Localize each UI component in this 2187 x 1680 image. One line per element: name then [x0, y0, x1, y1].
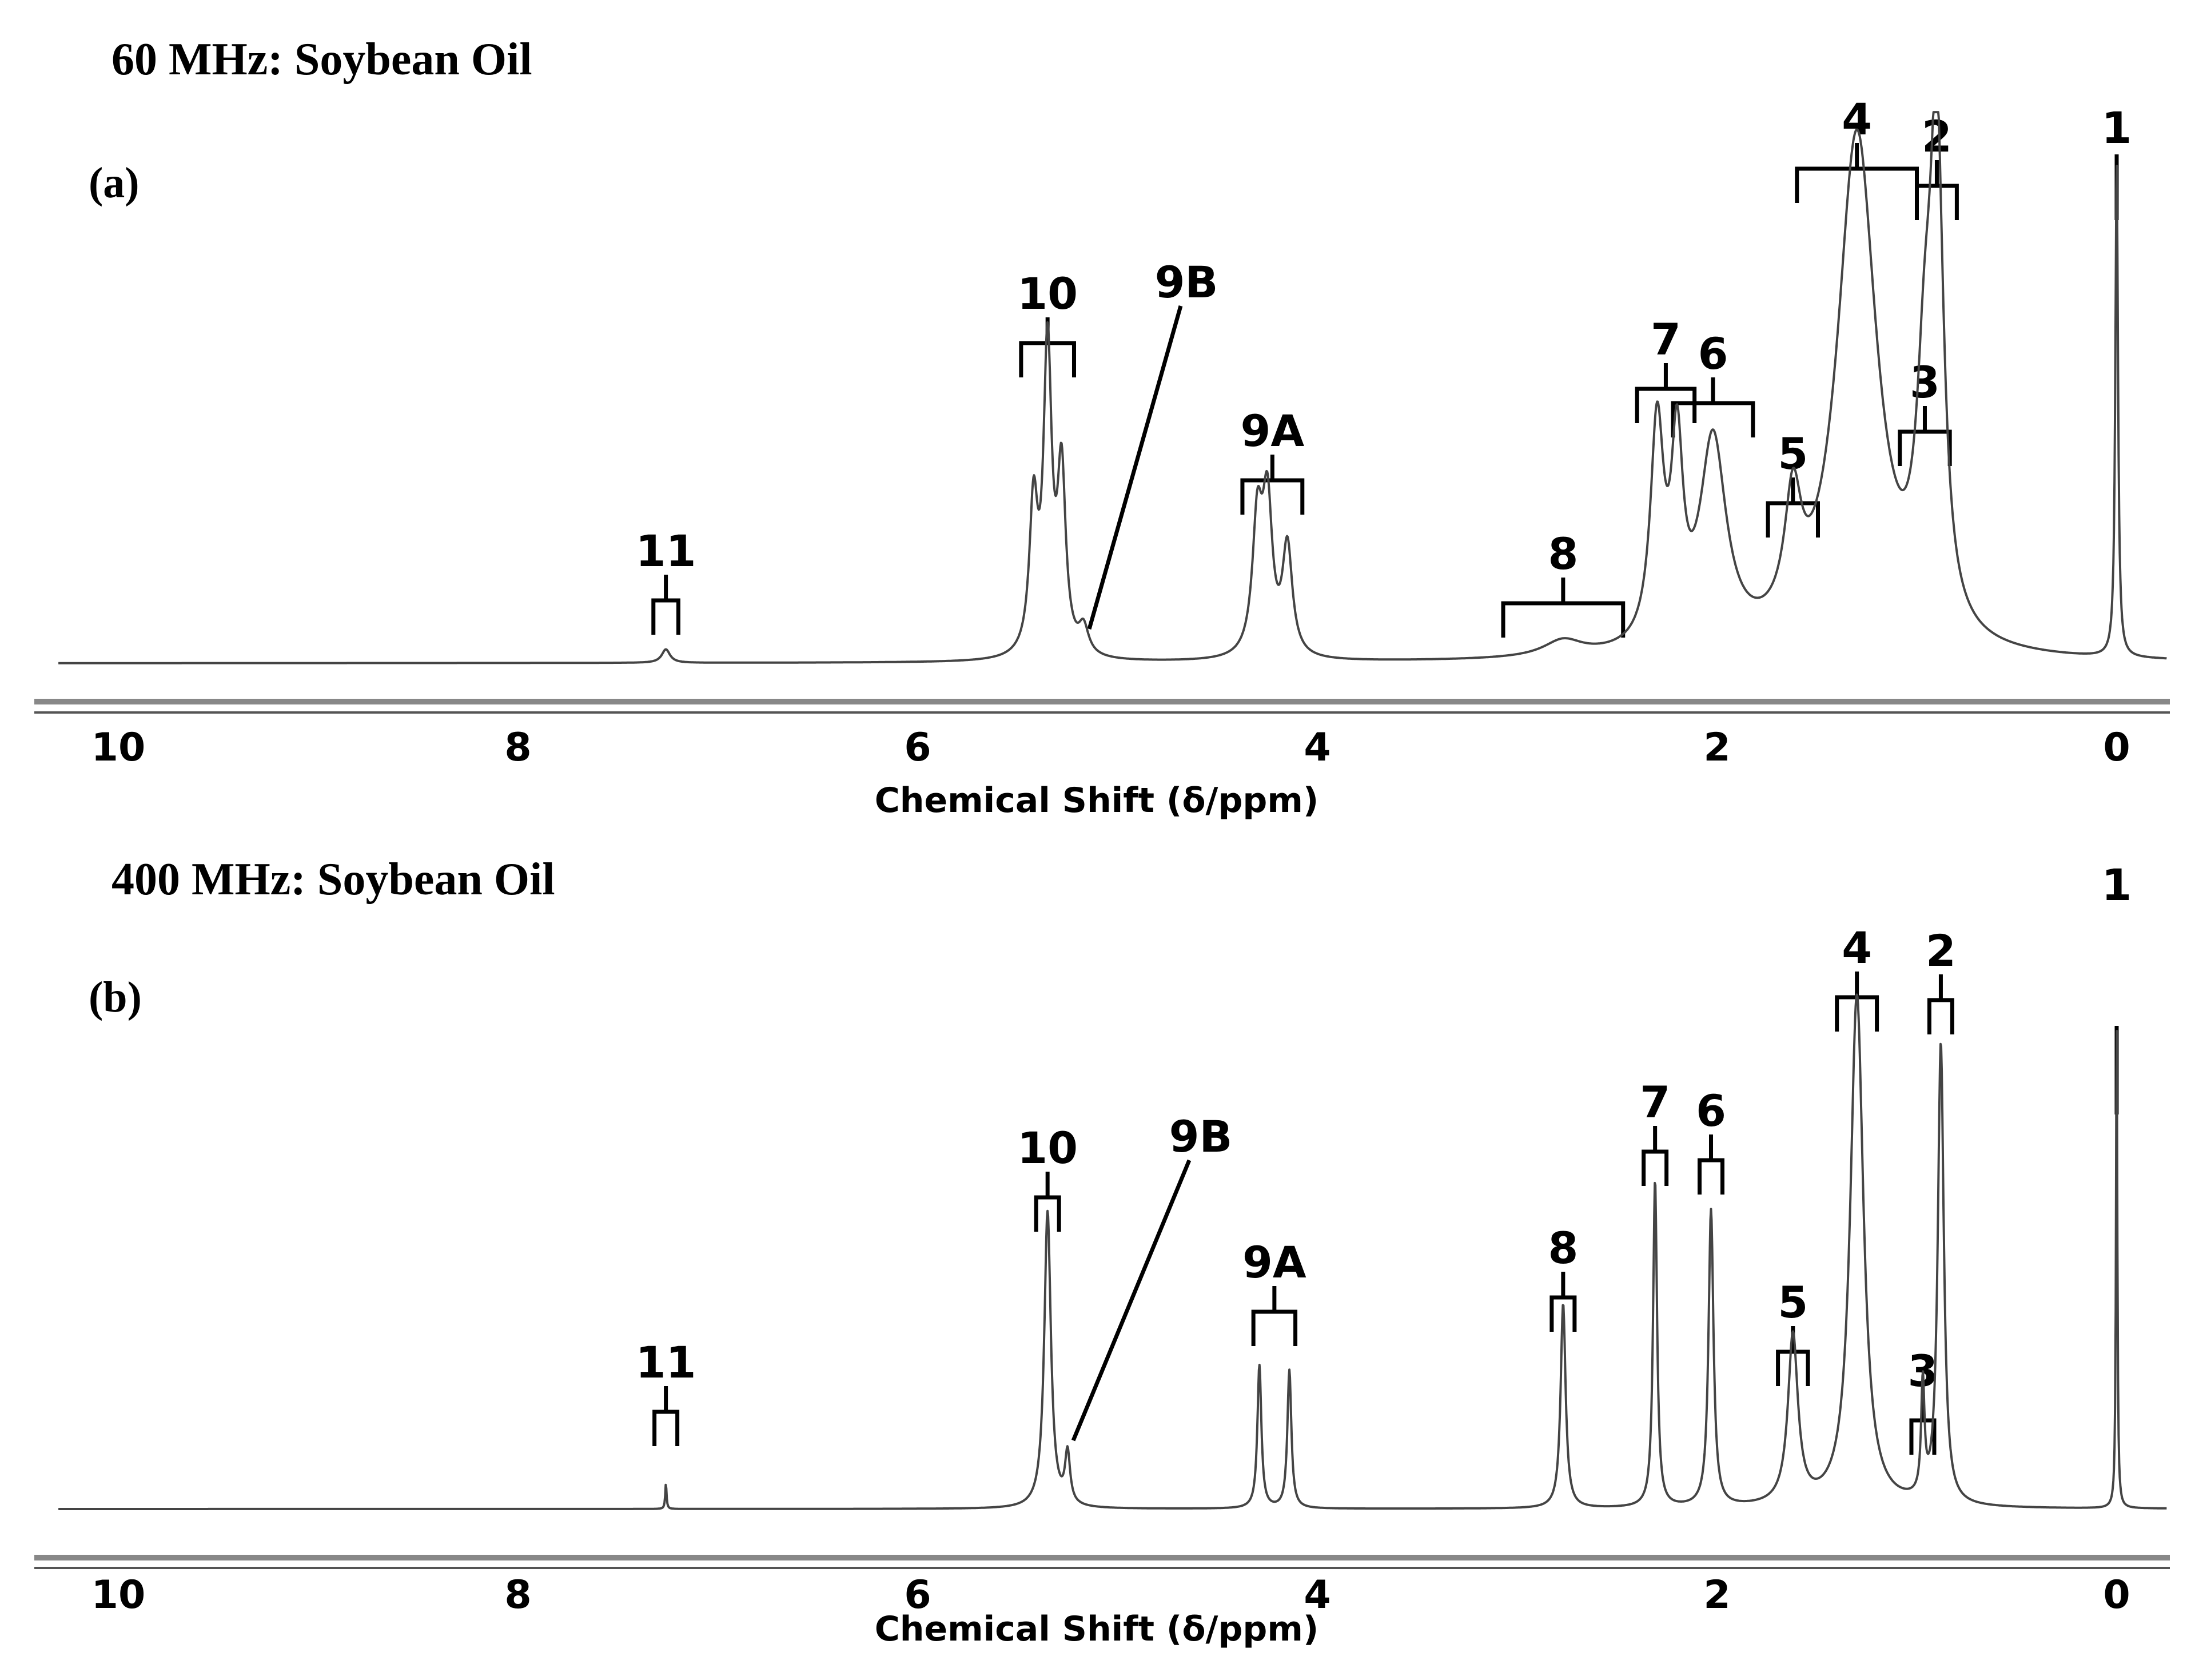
svg-text:9A: 9A [1241, 405, 1305, 456]
x-tick-label: 4 [1304, 1572, 1330, 1618]
peak-label-5: 5 [1766, 428, 1820, 538]
peak-label-9A: 9A [1242, 1237, 1306, 1346]
x-tick-label: 10 [91, 725, 146, 770]
peak-label-9B: 9B [1071, 1111, 1233, 1442]
x-tick-label: 0 [2103, 725, 2130, 770]
panel-label-a: (a) [89, 159, 140, 207]
peak-label-5: 5 [1776, 1277, 1810, 1386]
panel-label-b: (b) [89, 973, 142, 1021]
svg-text:7: 7 [1640, 1077, 1670, 1128]
peak-label-8: 8 [1548, 1223, 1578, 1332]
x-tick-labels-a: 10 8 6 4 2 0 [91, 725, 2130, 770]
svg-text:3: 3 [1910, 357, 1940, 408]
svg-text:11: 11 [636, 526, 696, 576]
peak-label-2: 2 [1915, 111, 1959, 220]
peak-label-8: 8 [1501, 528, 1626, 638]
x-tick-label: 8 [504, 725, 531, 770]
chart-title-a: 60 MHz: Soybean Oil [111, 34, 532, 85]
svg-text:7: 7 [1651, 314, 1681, 365]
svg-text:2: 2 [1922, 111, 1952, 162]
svg-text:5: 5 [1778, 1277, 1808, 1328]
peak-label-3: 3 [1898, 357, 1952, 466]
x-tick-label: 2 [1703, 1572, 1730, 1618]
peak-label-6: 6 [1671, 328, 1755, 437]
spectrum-line-a [58, 111, 2168, 664]
svg-text:10: 10 [1017, 1122, 1078, 1173]
peak-label-4: 4 [1795, 94, 1919, 203]
peak-label-7: 7 [1640, 1077, 1670, 1186]
svg-text:4: 4 [1842, 922, 1872, 973]
x-tick-label: 8 [504, 1572, 531, 1618]
peak-label-6: 6 [1696, 1085, 1726, 1195]
peak-brackets-a: 11 10 9B 9A 8 7 65 4 3 2 1 [636, 94, 2132, 638]
x-tick-label: 6 [904, 725, 931, 770]
svg-text:10: 10 [1017, 268, 1078, 319]
peak-label-11: 11 [636, 1337, 696, 1446]
svg-text:9A: 9A [1242, 1237, 1306, 1288]
peak-label-10: 10 [1017, 1122, 1078, 1232]
svg-text:6: 6 [1696, 1085, 1726, 1136]
x-tick-label: 10 [91, 1572, 146, 1618]
svg-text:1: 1 [2102, 102, 2132, 153]
peak-label-11: 11 [636, 526, 696, 635]
x-axis-label-b: Chemical Shift (δ/ppm) [875, 1609, 1319, 1649]
peak-label-7: 7 [1635, 314, 1697, 423]
peak-label-9B: 9B [1087, 257, 1218, 630]
peak-label-4: 4 [1835, 922, 1879, 1032]
spectrum-line-b [58, 993, 2168, 1510]
x-tick-labels-b: 10 8 6 4 2 0 [91, 1572, 2130, 1618]
peak-label-9A: 9A [1240, 405, 1305, 515]
x-axis-label-a: Chemical Shift (δ/ppm) [875, 781, 1319, 821]
svg-text:1: 1 [2102, 859, 2132, 910]
x-tick-label: 0 [2103, 1572, 2130, 1618]
peak-label-2: 2 [1926, 925, 1956, 1034]
svg-text:8: 8 [1548, 528, 1578, 579]
chart-title-b: 400 MHz: Soybean Oil [111, 854, 555, 905]
x-tick-label: 2 [1703, 725, 1730, 770]
svg-text:11: 11 [636, 1337, 696, 1388]
svg-text:6: 6 [1698, 328, 1728, 379]
svg-text:2: 2 [1926, 925, 1956, 976]
svg-text:8: 8 [1548, 1223, 1578, 1273]
panel-b: 400 MHz: Soybean Oil (b) 11 10 9B 9A 8 7 6 5 4 3 2… [0, 840, 2187, 1680]
svg-text:9B: 9B [1169, 1111, 1233, 1162]
peak-label-10: 10 [1017, 268, 1078, 377]
svg-text:9B: 9B [1155, 257, 1218, 308]
svg-text:4: 4 [1842, 94, 1872, 145]
x-tick-label: 6 [904, 1572, 931, 1618]
x-tick-label: 4 [1304, 725, 1330, 770]
panel-a: 60 MHz: Soybean Oil (a) 11 10 9B 9A 8 7 6 5 4 3 2 1… [34, 34, 2170, 821]
